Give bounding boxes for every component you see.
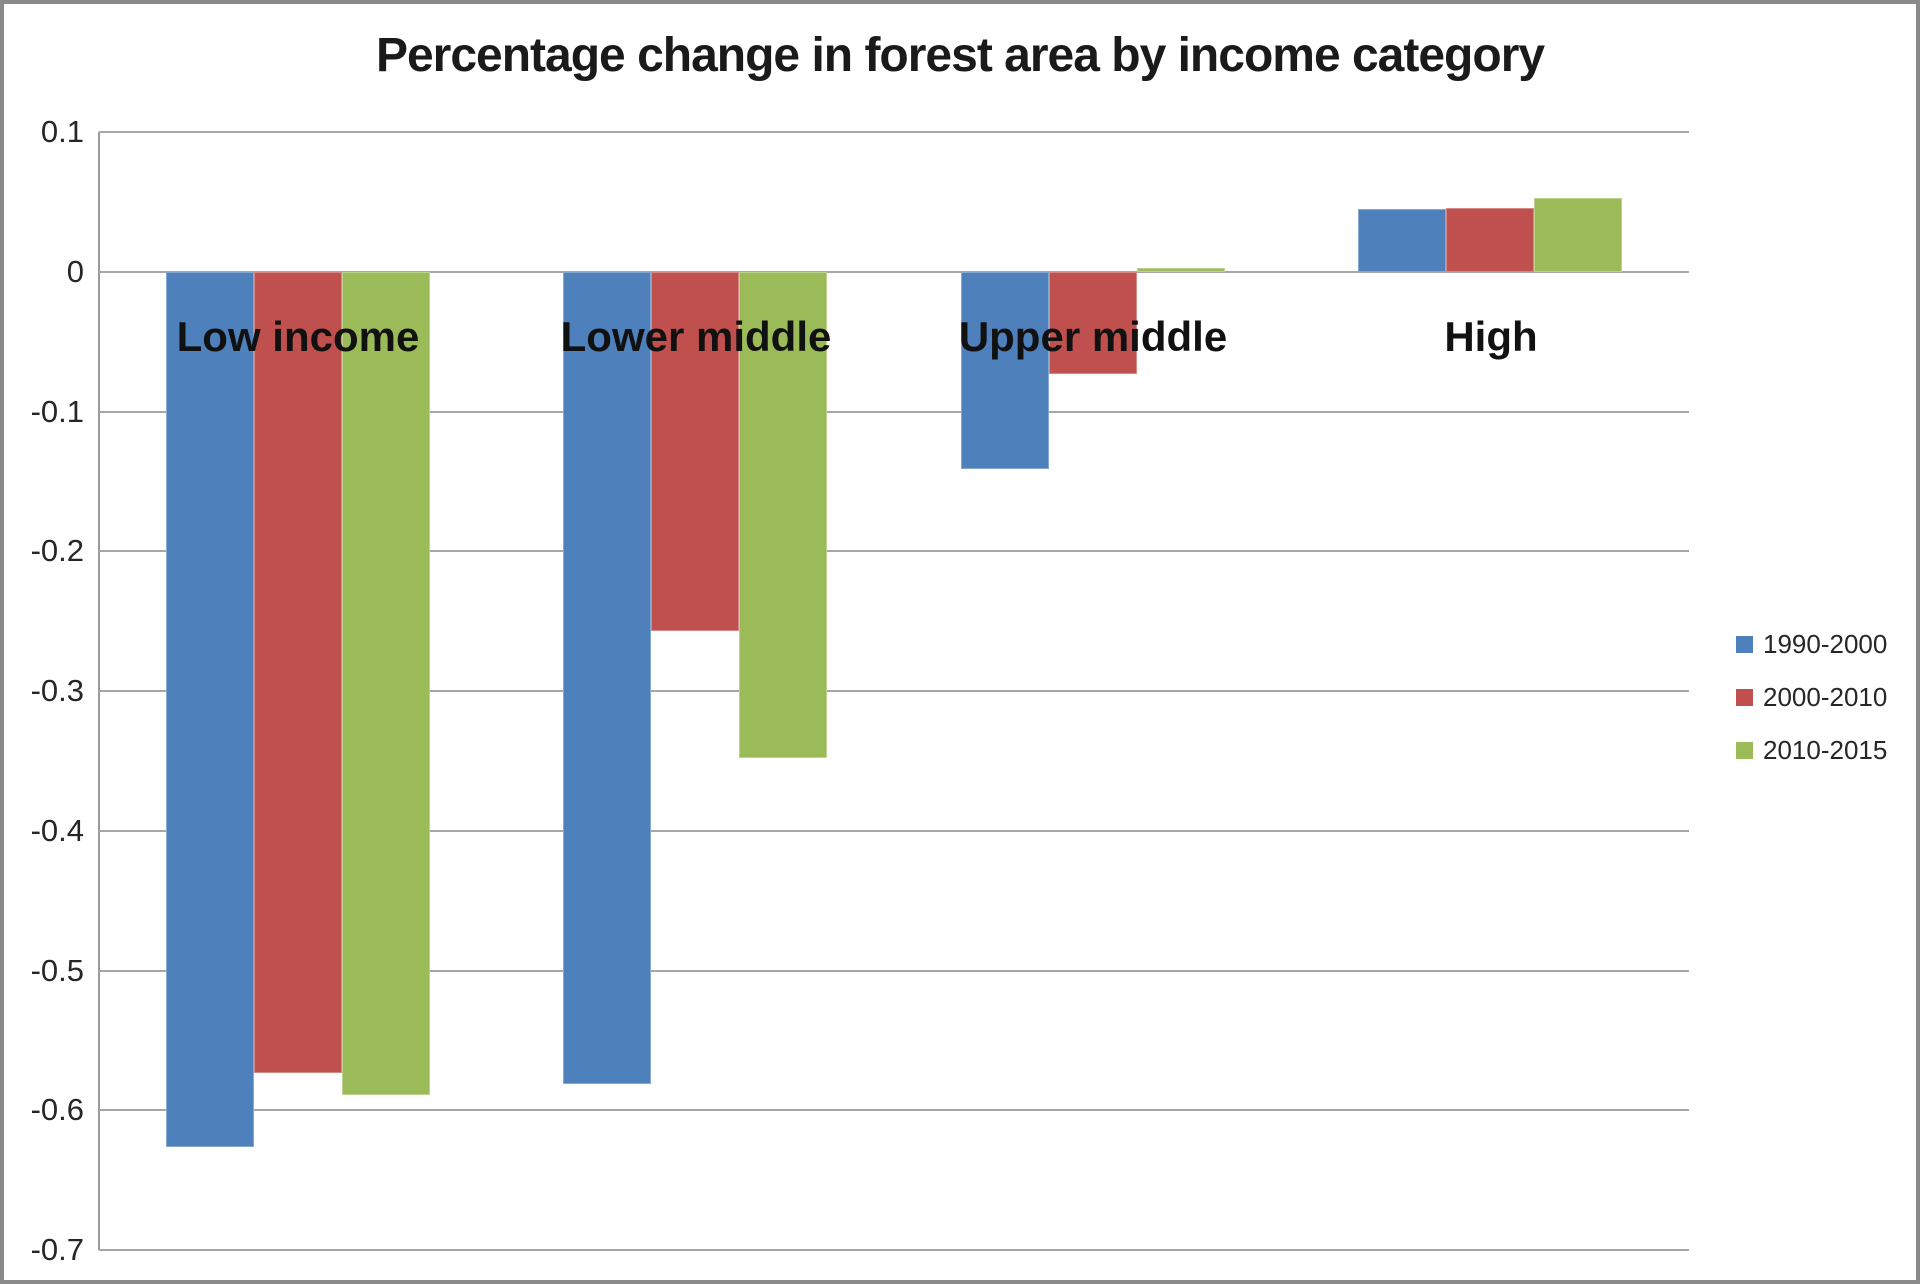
bar-1990-2000-upper-middle [961,272,1049,469]
category-label-lower-middle: Lower middle [560,313,832,360]
category-label-upper-middle: Upper middle [958,313,1228,360]
legend-label: 2000-2010 [1763,682,1888,712]
legend-item-1990-2000: 1990-2000 [1736,631,1887,657]
legend-item-2010-2015: 2010-2015 [1736,737,1887,763]
bar-2000-2010-lower-middle [651,272,739,631]
y-tick-label: 0 [66,253,84,289]
bar-2010-2015-upper-middle [1137,268,1225,272]
gridline [99,690,1689,692]
bar-2000-2010-high [1446,208,1534,272]
gridline [99,969,1689,972]
legend: 1990-2000 2000-2010 2010-2015 [1736,631,1887,790]
gridline [99,1109,1689,1112]
legend-label: 2010-2015 [1763,735,1888,765]
bar-1990-2000-low-income [166,272,254,1147]
legend-swatch-icon [1736,635,1753,653]
plot-area: Low income Lower middle Upper middle High [98,131,1689,1251]
bar-2010-2015-lower-middle [739,272,827,758]
bar-2010-2015-high [1534,198,1622,272]
bar-2000-2010-upper-middle [1049,272,1137,374]
y-tick-label: -0.1 [30,393,84,429]
gridline [99,829,1689,832]
y-tick-label: 0.1 [40,114,84,149]
gridline [99,550,1689,553]
bar-2000-2010-low-income [254,272,342,1073]
y-tick-label: -0.4 [30,812,84,848]
y-tick-label: -0.7 [30,1232,84,1267]
legend-item-2000-2010: 2000-2010 [1736,684,1887,710]
bar-1990-2000-lower-middle [563,272,651,1084]
y-tick-label: -0.2 [30,533,84,569]
bar-1990-2000-high [1358,209,1446,272]
bar-2010-2015-low-income [342,272,430,1095]
legend-swatch-icon [1736,688,1753,706]
gridline [99,1249,1689,1251]
chart-title: Percentage change in forest area by inco… [375,29,1545,82]
legend-label: 1990-2000 [1763,629,1888,659]
gridline [99,131,1689,133]
category-label-low-income: Low income [176,313,420,360]
gridline [99,410,1689,413]
category-label-high: High [1444,313,1538,360]
gridline [99,270,1689,273]
legend-swatch-icon [1736,741,1753,759]
y-tick-label: -0.6 [30,1092,84,1128]
y-tick-label: -0.5 [30,952,84,988]
y-tick-label: -0.3 [30,673,84,708]
